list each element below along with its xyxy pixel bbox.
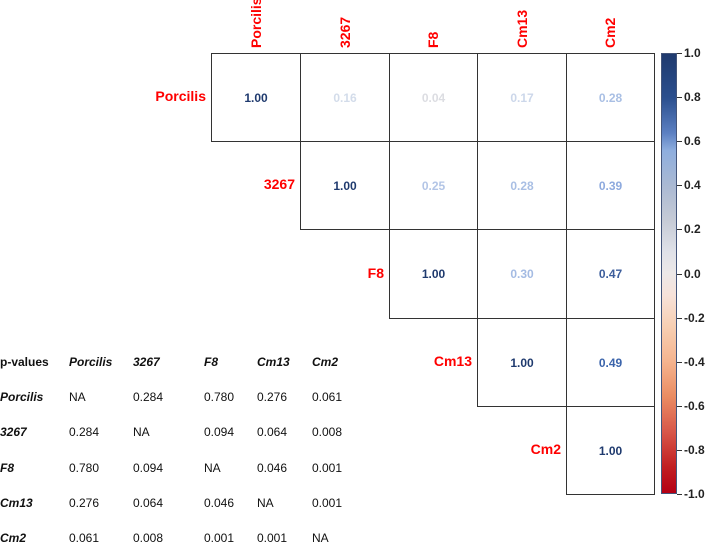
heatmap-cell: 0.28 (566, 53, 655, 142)
heatmap-cell: 1.00 (389, 229, 478, 319)
column-label-text: 3267 (336, 16, 353, 48)
pvalue-cell: NA (204, 461, 221, 475)
pvalue-cell: 0.780 (69, 461, 100, 475)
row-label: Cm13 (433, 353, 472, 369)
colorbar-tick-label: -0.4 (684, 355, 705, 369)
pvalue-cell: NA (133, 425, 150, 439)
row-label: F8 (367, 264, 384, 281)
pvalue-row-header: Cm2 (0, 531, 27, 545)
pvalue-row-header: 3267 (0, 425, 27, 439)
pvalue-column-header: F8 (204, 355, 219, 369)
colorbar-tick (677, 141, 682, 142)
pvalue-column-header: Porcilis (69, 355, 113, 369)
heatmap-cell: 1.00 (300, 141, 390, 230)
colorbar-tick (677, 450, 682, 451)
column-label: Cm13 (477, 0, 566, 48)
colorbar-tick-label: -0.6 (684, 399, 705, 413)
column-label-text: Cm13 (513, 9, 530, 48)
column-label-text: F8 (425, 31, 441, 48)
row-label: 3267 (263, 176, 295, 192)
pvalue-cell: 0.780 (204, 390, 235, 404)
pvalue-cell: NA (312, 531, 329, 545)
pvalue-cell: 0.061 (69, 531, 100, 545)
row-label: Porcilis (155, 88, 206, 104)
column-label: F8 (389, 0, 477, 48)
colorbar-gradient (661, 53, 677, 494)
pvalue-cell: 0.001 (204, 531, 235, 545)
heatmap-cell: 1.00 (566, 406, 655, 495)
pvalue-row-header: Cm13 (0, 496, 33, 510)
column-label-text: Porcilis (247, 0, 264, 48)
pvalue-cell: 0.008 (312, 425, 343, 439)
pvalue-cell: 0.064 (133, 496, 164, 510)
colorbar-tick-label: 0.2 (684, 222, 701, 236)
colorbar-tick-label: -0.2 (684, 311, 705, 325)
pvalue-cell: 0.276 (257, 390, 288, 404)
column-label: Cm2 (566, 0, 654, 48)
column-label: 3267 (300, 0, 389, 48)
pvalue-cell: 0.284 (69, 425, 100, 439)
colorbar-tick-label: 1.0 (684, 46, 701, 60)
colorbar-tick (677, 494, 682, 495)
pvalue-cell: 0.008 (133, 531, 164, 545)
heatmap-cell: 0.49 (566, 318, 655, 407)
heatmap-cell: 0.39 (566, 141, 655, 230)
pvalue-cell: 0.061 (312, 390, 343, 404)
heatmap-cell: 0.25 (389, 141, 478, 230)
colorbar-tick-label: 0.8 (684, 90, 701, 104)
colorbar-tick (677, 97, 682, 98)
column-label-text: Cm2 (602, 17, 618, 48)
pvalue-cell: 0.001 (257, 531, 288, 545)
colorbar-tick (677, 406, 682, 407)
heatmap-cell: 1.00 (211, 53, 301, 142)
pvalue-cell: 0.284 (133, 390, 164, 404)
row-label: Cm2 (530, 441, 561, 457)
colorbar-tick (677, 274, 682, 275)
pvalue-title: p-values (0, 355, 49, 369)
heatmap-cell: 0.28 (477, 141, 567, 230)
heatmap-cell: 0.17 (477, 53, 567, 142)
colorbar-tick (677, 318, 682, 319)
column-label: Porcilis (211, 0, 300, 48)
colorbar-tick (677, 53, 682, 54)
colorbar-tick (677, 362, 682, 363)
pvalue-column-header: Cm2 (312, 355, 339, 369)
pvalue-cell: 0.094 (133, 461, 164, 475)
colorbar-tick (677, 185, 682, 186)
colorbar-tick-label: 0.4 (684, 178, 701, 192)
pvalue-cell: 0.046 (257, 461, 288, 475)
pvalue-cell: NA (257, 496, 274, 510)
pvalue-row-header: F8 (0, 461, 15, 475)
pvalue-cell: NA (69, 390, 86, 404)
heatmap-cell: 0.30 (477, 229, 567, 319)
pvalue-cell: 0.276 (69, 496, 100, 510)
heatmap-cell: 0.04 (389, 53, 478, 142)
pvalue-cell: 0.046 (204, 496, 235, 510)
heatmap-cell: 1.00 (477, 318, 567, 407)
pvalue-cell: 0.001 (312, 461, 343, 475)
colorbar-tick (677, 229, 682, 230)
colorbar-tick-label: -1.0 (684, 487, 705, 501)
heatmap-cell: 0.16 (300, 53, 390, 142)
colorbar-tick-label: 0.0 (684, 267, 701, 281)
pvalue-cell: 0.001 (312, 496, 343, 510)
colorbar-tick-label: -0.8 (684, 443, 705, 457)
pvalue-column-header: 3267 (133, 355, 160, 369)
colorbar-tick-label: 0.6 (684, 134, 701, 148)
pvalue-row-header: Porcilis (0, 390, 44, 404)
pvalue-cell: 0.064 (257, 425, 288, 439)
pvalue-cell: 0.094 (204, 425, 235, 439)
heatmap-cell: 0.47 (566, 229, 655, 319)
pvalue-column-header: Cm13 (257, 355, 290, 369)
